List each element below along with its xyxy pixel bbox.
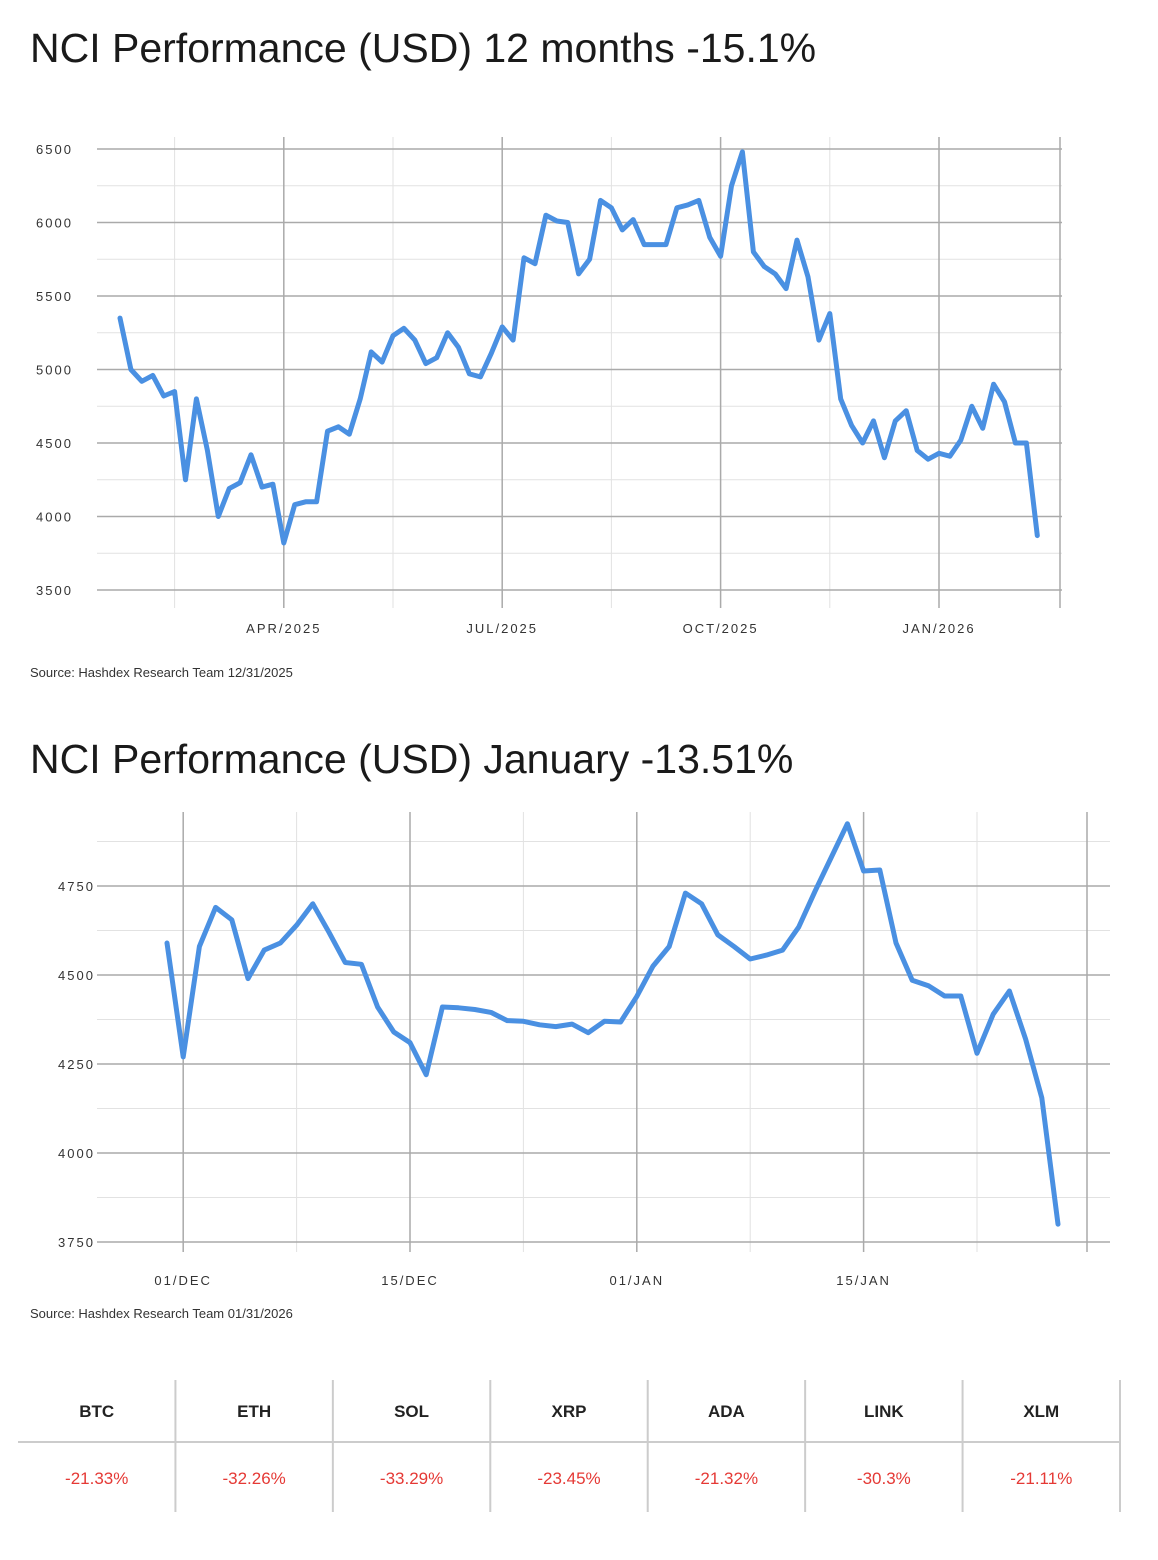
y-tick-label: 4250 — [58, 1057, 95, 1072]
y-tick-label: 4500 — [58, 968, 95, 983]
y-tick-label: 4500 — [36, 436, 73, 451]
chart-title: NCI Performance (USD) 12 months -15.1% — [30, 25, 816, 71]
x-tick-label: JUL/2025 — [466, 621, 538, 636]
table-header: ADA — [708, 1402, 745, 1421]
y-tick-label: 4000 — [58, 1146, 95, 1161]
table-header: XLM — [1023, 1402, 1059, 1421]
line-series — [117, 149, 1040, 546]
x-tick-label: 01/DEC — [154, 1273, 212, 1288]
table-header: ETH — [237, 1402, 271, 1421]
table-cell: -23.45% — [537, 1469, 600, 1488]
x-tick-label: 01/JAN — [609, 1273, 664, 1288]
table-cell: -21.11% — [1010, 1469, 1072, 1488]
table-cell: -30.3% — [857, 1469, 911, 1488]
table-cell: -21.32% — [695, 1469, 758, 1488]
x-tick-label: 15/JAN — [836, 1273, 891, 1288]
y-tick-label: 3750 — [58, 1235, 95, 1250]
table-cell: -32.26% — [222, 1469, 285, 1488]
table-header: XRP — [552, 1402, 587, 1421]
x-tick-label: JAN/2026 — [902, 621, 975, 636]
y-tick-label: 5000 — [36, 363, 73, 378]
y-tick-label: 6000 — [36, 216, 73, 231]
table-header: BTC — [79, 1402, 114, 1421]
y-tick-label: 4000 — [36, 510, 73, 525]
table-cell: -33.29% — [380, 1469, 443, 1488]
y-tick-label: 6500 — [36, 142, 73, 157]
x-tick-label: APR/2025 — [246, 621, 321, 636]
source: Source: Hashdex Research Team 12/31/2025 — [30, 665, 293, 680]
table-header: SOL — [394, 1402, 429, 1421]
table-cell: -21.33% — [65, 1469, 128, 1488]
source: Source: Hashdex Research Team 01/31/2026 — [30, 1306, 293, 1321]
table-header: LINK — [864, 1402, 904, 1421]
y-tick-label: 3500 — [36, 583, 73, 598]
x-tick-label: 15/DEC — [381, 1273, 439, 1288]
chart-title: NCI Performance (USD) January -13.51% — [30, 736, 793, 782]
x-tick-label: OCT/2025 — [683, 621, 759, 636]
line-series — [164, 821, 1061, 1227]
y-tick-label: 4750 — [58, 879, 95, 894]
y-tick-label: 5500 — [36, 289, 73, 304]
